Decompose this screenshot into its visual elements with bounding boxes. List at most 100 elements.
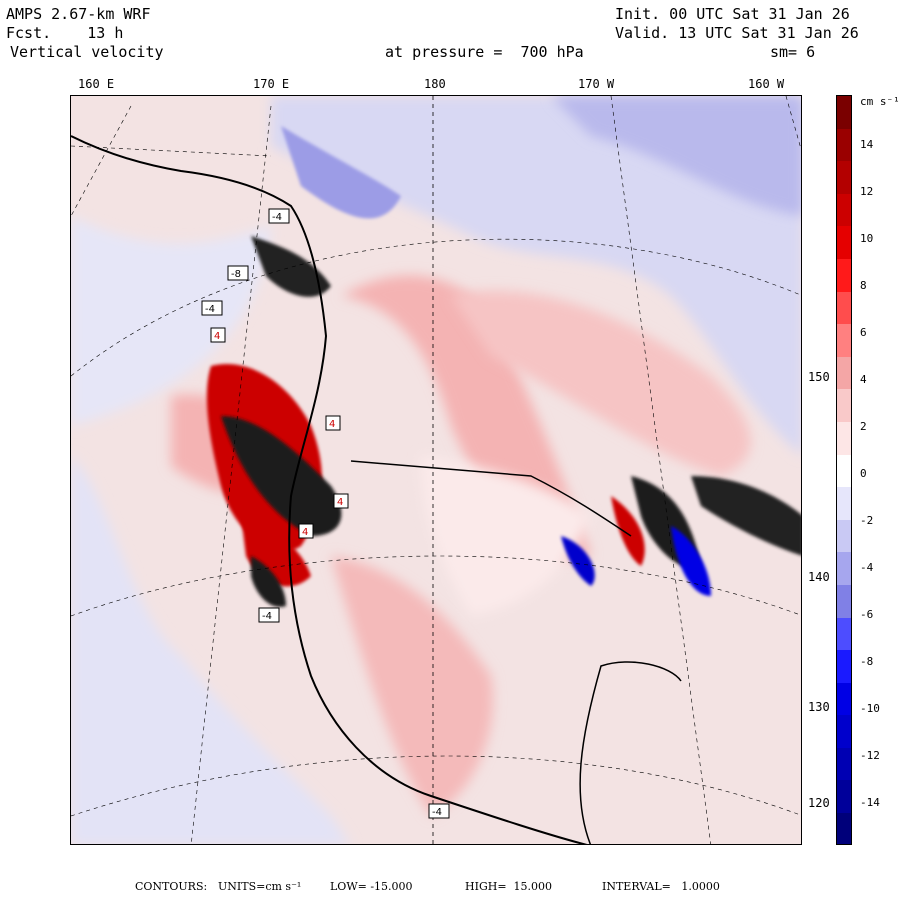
colorbar-swatch <box>837 258 851 292</box>
colorbar-swatch <box>837 161 851 194</box>
colorbar-swatch <box>837 389 851 422</box>
contour-label-box <box>210 327 226 343</box>
colorbar-tick-label: -14 <box>860 796 880 809</box>
footer-high: HIGH= 15.000 <box>465 880 553 893</box>
dense-contour-far-east <box>691 476 801 556</box>
meridian-160w <box>785 96 801 151</box>
meridian-170w <box>610 96 712 844</box>
contour-label: 4 <box>337 497 343 508</box>
dense-contour-south <box>251 556 286 607</box>
colorbar-swatch <box>837 356 851 390</box>
region-positive-south <box>331 556 493 816</box>
colorbar-swatch <box>837 813 851 844</box>
colorbar-tick-label: 14 <box>860 138 874 151</box>
contour-label: -4 <box>262 611 272 622</box>
footer-low: LOW= -15.000 <box>330 880 413 893</box>
colorbar-swatch <box>837 128 851 162</box>
grounding-line-east <box>579 661 682 844</box>
forecast-label: Fcst. 13 h <box>6 25 123 42</box>
lon-label-180: 180 <box>424 77 446 91</box>
colorbar-swatch <box>837 617 851 651</box>
dense-contour-north <box>251 236 331 297</box>
meridian-160e <box>71 105 132 217</box>
lon-label-160e: 160 E <box>78 77 115 91</box>
colorbar-tick-label: -8 <box>860 655 874 668</box>
updraft-east <box>611 496 645 566</box>
contour-label-box <box>325 415 341 431</box>
footer-contours: CONTOURS: <box>135 880 208 893</box>
contour-label-box <box>268 208 290 224</box>
colorbar-tick-label: 12 <box>860 185 874 198</box>
colorbar-swatch <box>837 780 851 814</box>
colorbar-swatch <box>837 324 851 357</box>
colorbar-swatch <box>837 487 851 520</box>
colorbar-swatch <box>837 519 851 553</box>
colorbar-tick-label: -6 <box>860 608 874 621</box>
downdraft-east-1 <box>561 536 595 586</box>
colorbar-tick-label: -10 <box>860 702 880 715</box>
colorbar-swatch <box>837 454 851 488</box>
lon-label-170e: 170 E <box>253 77 290 91</box>
model-title: AMPS 2.67-km WRF <box>6 5 151 23</box>
colorbar-swatch <box>837 584 851 618</box>
contour-label-box <box>428 803 450 819</box>
smoothing: sm= 6 <box>770 43 816 61</box>
colorbar-unit: cm s⁻¹ <box>860 95 900 108</box>
colorbar-tick-label: 0 <box>860 467 867 480</box>
colorbar-tick-label: 2 <box>860 420 867 433</box>
graticule-line <box>71 145 272 157</box>
field-name: Vertical velocity <box>10 43 164 61</box>
colorbar-tick-label: 8 <box>860 279 867 292</box>
lon-label-160w: 160 W <box>748 77 785 91</box>
region-weak-negative-west <box>71 456 350 844</box>
colorbar-tick-label: -12 <box>860 749 880 762</box>
colorbar-swatch <box>837 747 851 781</box>
colorbar-tick-label: -4 <box>860 561 874 574</box>
forecast-label-text: Fcst. <box>6 24 52 42</box>
contour-label-box <box>258 607 280 623</box>
contour-label: 4 <box>302 527 308 538</box>
colorbar <box>836 95 852 845</box>
colorbar-swatch <box>837 715 851 748</box>
region-weak-negative-northwest <box>71 216 271 426</box>
colorbar-tick-label: 6 <box>860 326 867 339</box>
init-time: Init. 00 UTC Sat 31 Jan 26 <box>615 5 850 23</box>
contour-label-group: -4 -8 -4 4 4 4 4 -4 -4 <box>201 208 450 819</box>
contour-label: -4 <box>272 212 282 223</box>
region-ice-shelf <box>421 456 591 616</box>
colorbar-tick-label: -2 <box>860 514 874 527</box>
colorbar-swatch <box>837 291 851 325</box>
colorbar-swatch <box>837 193 851 227</box>
colorbar-tick-label: 10 <box>860 232 874 245</box>
contour-label-box <box>227 265 249 281</box>
region-positive-east <box>451 290 751 476</box>
dense-contour-core <box>221 416 342 536</box>
contour-label-box <box>298 523 314 539</box>
lon-label-170w: 170 W <box>578 77 615 91</box>
contour-label: -4 <box>205 304 215 315</box>
colorbar-swatch <box>837 650 851 683</box>
contour-label: 4 <box>214 331 220 342</box>
vertical-velocity-map: -4 -8 -4 4 4 4 4 -4 -4 <box>70 95 802 845</box>
contour-label-box <box>333 493 349 509</box>
contour-label: 4 <box>329 419 335 430</box>
colorbar-swatch <box>837 421 851 455</box>
footer-units: UNITS=cm s⁻¹ <box>218 880 302 893</box>
region-negative-northeast <box>551 96 801 216</box>
colorbar-swatch <box>837 226 851 259</box>
contour-label: -4 <box>432 807 442 818</box>
coastline-west <box>71 135 588 844</box>
contour-label-box <box>201 300 223 316</box>
downdraft-east-2 <box>671 526 711 596</box>
parallel-1 <box>71 238 801 377</box>
region-negative-coast <box>281 126 401 219</box>
region-negative-north <box>271 96 801 455</box>
colorbar-swatch <box>837 552 851 585</box>
footer-interval: INTERVAL= 1.0000 <box>602 880 720 893</box>
colorbar-swatch <box>837 96 851 129</box>
colorbar-swatch <box>837 682 851 716</box>
map-svg: -4 -8 -4 4 4 4 4 -4 -4 <box>71 96 801 844</box>
forecast-hour: 13 h <box>87 24 124 42</box>
contour-label: -8 <box>231 269 241 280</box>
ice-shelf-front <box>350 460 632 537</box>
